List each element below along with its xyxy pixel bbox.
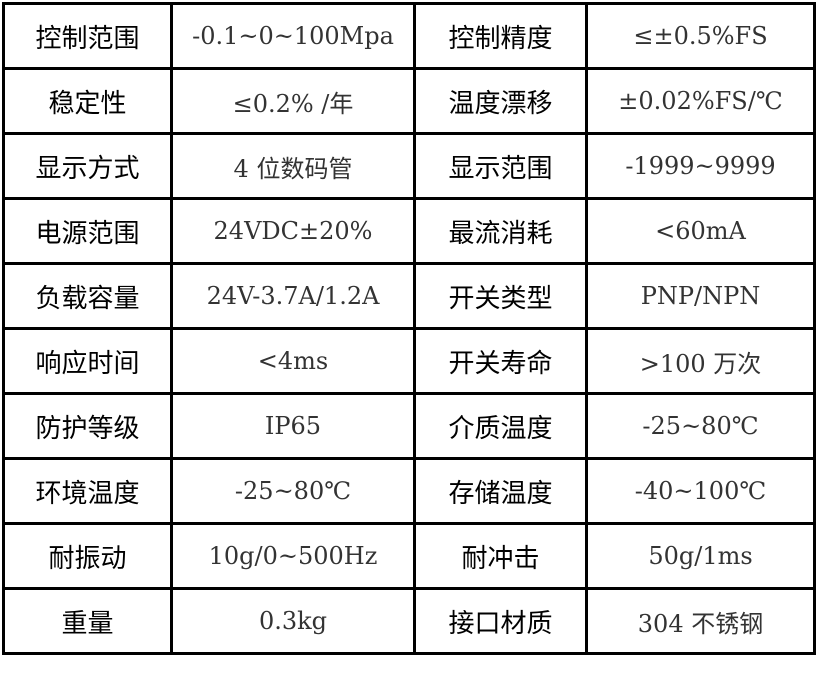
spec-label: 最流消耗 bbox=[413, 197, 588, 265]
spec-value: PNP/NPN bbox=[585, 262, 816, 330]
table-row: 电源范围 24VDC±20% 最流消耗 <60mA bbox=[2, 197, 816, 265]
spec-value: -0.1~0~100Mpa bbox=[170, 2, 416, 70]
spec-label: 控制范围 bbox=[2, 2, 173, 70]
table-row: 防护等级 IP65 介质温度 -25~80℃ bbox=[2, 392, 816, 460]
table-row: 稳定性 ≤0.2% /年 温度漂移 ±0.02%FS/℃ bbox=[2, 67, 816, 135]
spec-value: -1999~9999 bbox=[585, 132, 816, 200]
spec-value: 10g/0~500Hz bbox=[170, 522, 416, 590]
spec-value: ≤0.2% /年 bbox=[170, 67, 416, 135]
spec-label: 耐冲击 bbox=[413, 522, 588, 590]
spec-label: 显示方式 bbox=[2, 132, 173, 200]
spec-label: 显示范围 bbox=[413, 132, 588, 200]
spec-table: 控制范围 -0.1~0~100Mpa 控制精度 ≤±0.5%FS 稳定性 ≤0.2% /年… bbox=[2, 2, 816, 655]
spec-value: ≤±0.5%FS bbox=[585, 2, 816, 70]
spec-value: 304 不锈钢 bbox=[585, 587, 816, 655]
table-row: 显示方式 4 位数码管 显示范围 -1999~9999 bbox=[2, 132, 816, 200]
spec-label: 温度漂移 bbox=[413, 67, 588, 135]
spec-value: <60mA bbox=[585, 197, 816, 265]
spec-label: 响应时间 bbox=[2, 327, 173, 395]
spec-value: <4ms bbox=[170, 327, 416, 395]
spec-value: 50g/1ms bbox=[585, 522, 816, 590]
spec-label: 介质温度 bbox=[413, 392, 588, 460]
table-row: 响应时间 <4ms 开关寿命 >100 万次 bbox=[2, 327, 816, 395]
spec-label: 存储温度 bbox=[413, 457, 588, 525]
spec-label: 接口材质 bbox=[413, 587, 588, 655]
spec-label: 防护等级 bbox=[2, 392, 173, 460]
table-row: 重量 0.3kg 接口材质 304 不锈钢 bbox=[2, 587, 816, 655]
spec-value: 24V-3.7A/1.2A bbox=[170, 262, 416, 330]
spec-value: 4 位数码管 bbox=[170, 132, 416, 200]
spec-label: 稳定性 bbox=[2, 67, 173, 135]
table-row: 耐振动 10g/0~500Hz 耐冲击 50g/1ms bbox=[2, 522, 816, 590]
spec-value: -25~80℃ bbox=[585, 392, 816, 460]
spec-label: 开关类型 bbox=[413, 262, 588, 330]
spec-value: 0.3kg bbox=[170, 587, 416, 655]
spec-label: 电源范围 bbox=[2, 197, 173, 265]
spec-value: -40~100℃ bbox=[585, 457, 816, 525]
spec-label: 耐振动 bbox=[2, 522, 173, 590]
spec-value: ±0.02%FS/℃ bbox=[585, 67, 816, 135]
spec-label: 环境温度 bbox=[2, 457, 173, 525]
table-row: 负载容量 24V-3.7A/1.2A 开关类型 PNP/NPN bbox=[2, 262, 816, 330]
spec-value: 24VDC±20% bbox=[170, 197, 416, 265]
spec-value: >100 万次 bbox=[585, 327, 816, 395]
spec-label: 开关寿命 bbox=[413, 327, 588, 395]
spec-label: 负载容量 bbox=[2, 262, 173, 330]
spec-label: 重量 bbox=[2, 587, 173, 655]
spec-label: 控制精度 bbox=[413, 2, 588, 70]
spec-value: -25~80℃ bbox=[170, 457, 416, 525]
table-row: 控制范围 -0.1~0~100Mpa 控制精度 ≤±0.5%FS bbox=[2, 2, 816, 70]
table-row: 环境温度 -25~80℃ 存储温度 -40~100℃ bbox=[2, 457, 816, 525]
spec-value: IP65 bbox=[170, 392, 416, 460]
